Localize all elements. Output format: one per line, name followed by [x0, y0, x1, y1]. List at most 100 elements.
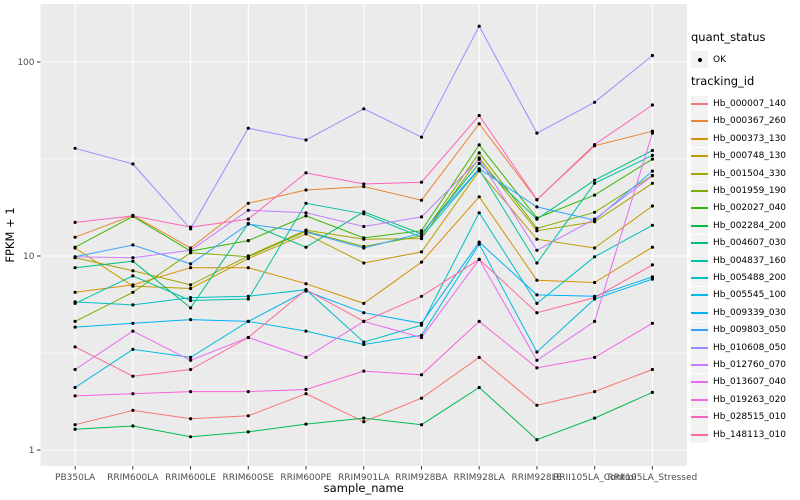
data-point [73, 427, 77, 431]
data-point [650, 157, 655, 161]
data-point [362, 107, 366, 111]
data-point [477, 211, 481, 215]
x-tick-label: PB350LA [55, 473, 96, 483]
legend-item-ok: OK [691, 51, 799, 69]
data-point [593, 181, 597, 185]
data-point [419, 215, 424, 219]
data-point [650, 148, 655, 153]
legend-item: Hb_001504_330 [691, 165, 799, 183]
data-point [131, 256, 135, 260]
data-point [593, 390, 597, 394]
data-point [650, 181, 655, 185]
data-point [73, 385, 77, 390]
data-point [419, 396, 424, 400]
data-point [246, 201, 250, 205]
legend-label: Hb_010608_050 [713, 342, 787, 353]
data-point [535, 229, 539, 233]
data-point [535, 366, 539, 370]
data-point [189, 367, 193, 372]
legend-label: Hb_028515_010 [713, 412, 787, 423]
data-point [189, 390, 193, 394]
x-tick-label: RRIM600PE [280, 473, 332, 483]
data-point [189, 296, 193, 300]
legend-label: Hb_001959_190 [713, 186, 787, 197]
point-key-icon [691, 51, 708, 69]
data-point [304, 355, 308, 359]
data-point [246, 222, 250, 226]
data-point [535, 301, 539, 305]
legend-item: Hb_010608_050 [691, 339, 799, 357]
data-point [419, 229, 424, 233]
data-point [131, 321, 135, 325]
data-point [304, 171, 308, 175]
data-point [535, 248, 539, 252]
legend-item: Hb_028515_010 [691, 408, 799, 426]
data-point [593, 246, 597, 250]
data-point [189, 248, 193, 252]
data-point [246, 239, 250, 243]
legend-label: Hb_019263_020 [713, 394, 787, 405]
data-point [246, 335, 250, 340]
data-point [593, 143, 597, 147]
data-point [650, 263, 655, 267]
legend-label: Hb_002284_200 [713, 220, 787, 231]
data-point [131, 424, 135, 428]
legend-item: Hb_005488_200 [691, 269, 799, 287]
data-point [535, 237, 539, 241]
legend-item: Hb_000367_260 [691, 112, 799, 130]
data-point [593, 217, 597, 221]
x-tick-label: RRII105LA_Stressed [607, 473, 697, 483]
data-point [535, 226, 539, 230]
data-point [535, 131, 539, 135]
data-point [535, 350, 539, 354]
legend-item: Hb_004837_160 [691, 252, 799, 270]
data-point [189, 286, 193, 291]
legend-label: Hb_002027_040 [713, 203, 787, 214]
data-point [593, 296, 597, 300]
data-point [131, 274, 135, 278]
data-point [131, 392, 135, 396]
data-point [535, 198, 539, 202]
line-key-icon [691, 356, 708, 374]
data-point [362, 319, 366, 323]
data-point [593, 355, 597, 359]
x-tick-label: RRIM928BA [395, 473, 448, 483]
data-point [593, 255, 597, 259]
legend-item: Hb_000373_130 [691, 130, 799, 148]
legend-label: Hb_000367_260 [713, 116, 787, 127]
data-point [362, 246, 366, 250]
data-point [593, 100, 597, 104]
legend-item: Hb_001959_190 [691, 182, 799, 200]
data-point [73, 266, 77, 270]
data-point [304, 329, 308, 333]
data-point [362, 340, 366, 344]
data-point [477, 122, 481, 126]
legend-label: Hb_000748_130 [713, 151, 787, 162]
data-point [304, 201, 308, 205]
line-key-icon [691, 426, 708, 443]
data-point [131, 214, 135, 218]
legend-label-ok: OK [713, 54, 726, 65]
legend-tracking-id-items: Hb_000007_140 Hb_000367_260 Hb_000373_130 H… [691, 95, 799, 443]
data-point [73, 345, 77, 349]
data-point [477, 355, 481, 359]
data-point [304, 214, 308, 218]
data-point [362, 369, 366, 373]
data-point [419, 373, 424, 377]
line-key-icon [691, 199, 708, 217]
data-point [419, 135, 424, 139]
data-point [246, 390, 250, 394]
data-point [189, 262, 193, 266]
x-tick-label: RRIM600LE [165, 473, 216, 483]
data-point [304, 138, 308, 142]
data-point [189, 298, 193, 303]
data-point [477, 157, 481, 161]
data-point [304, 230, 308, 234]
data-point [419, 260, 424, 264]
data-point [131, 162, 135, 166]
data-point [304, 282, 308, 286]
data-point [246, 255, 250, 259]
legend-label: Hb_000007_140 [713, 99, 787, 110]
data-point [650, 153, 655, 157]
data-point [362, 185, 366, 189]
